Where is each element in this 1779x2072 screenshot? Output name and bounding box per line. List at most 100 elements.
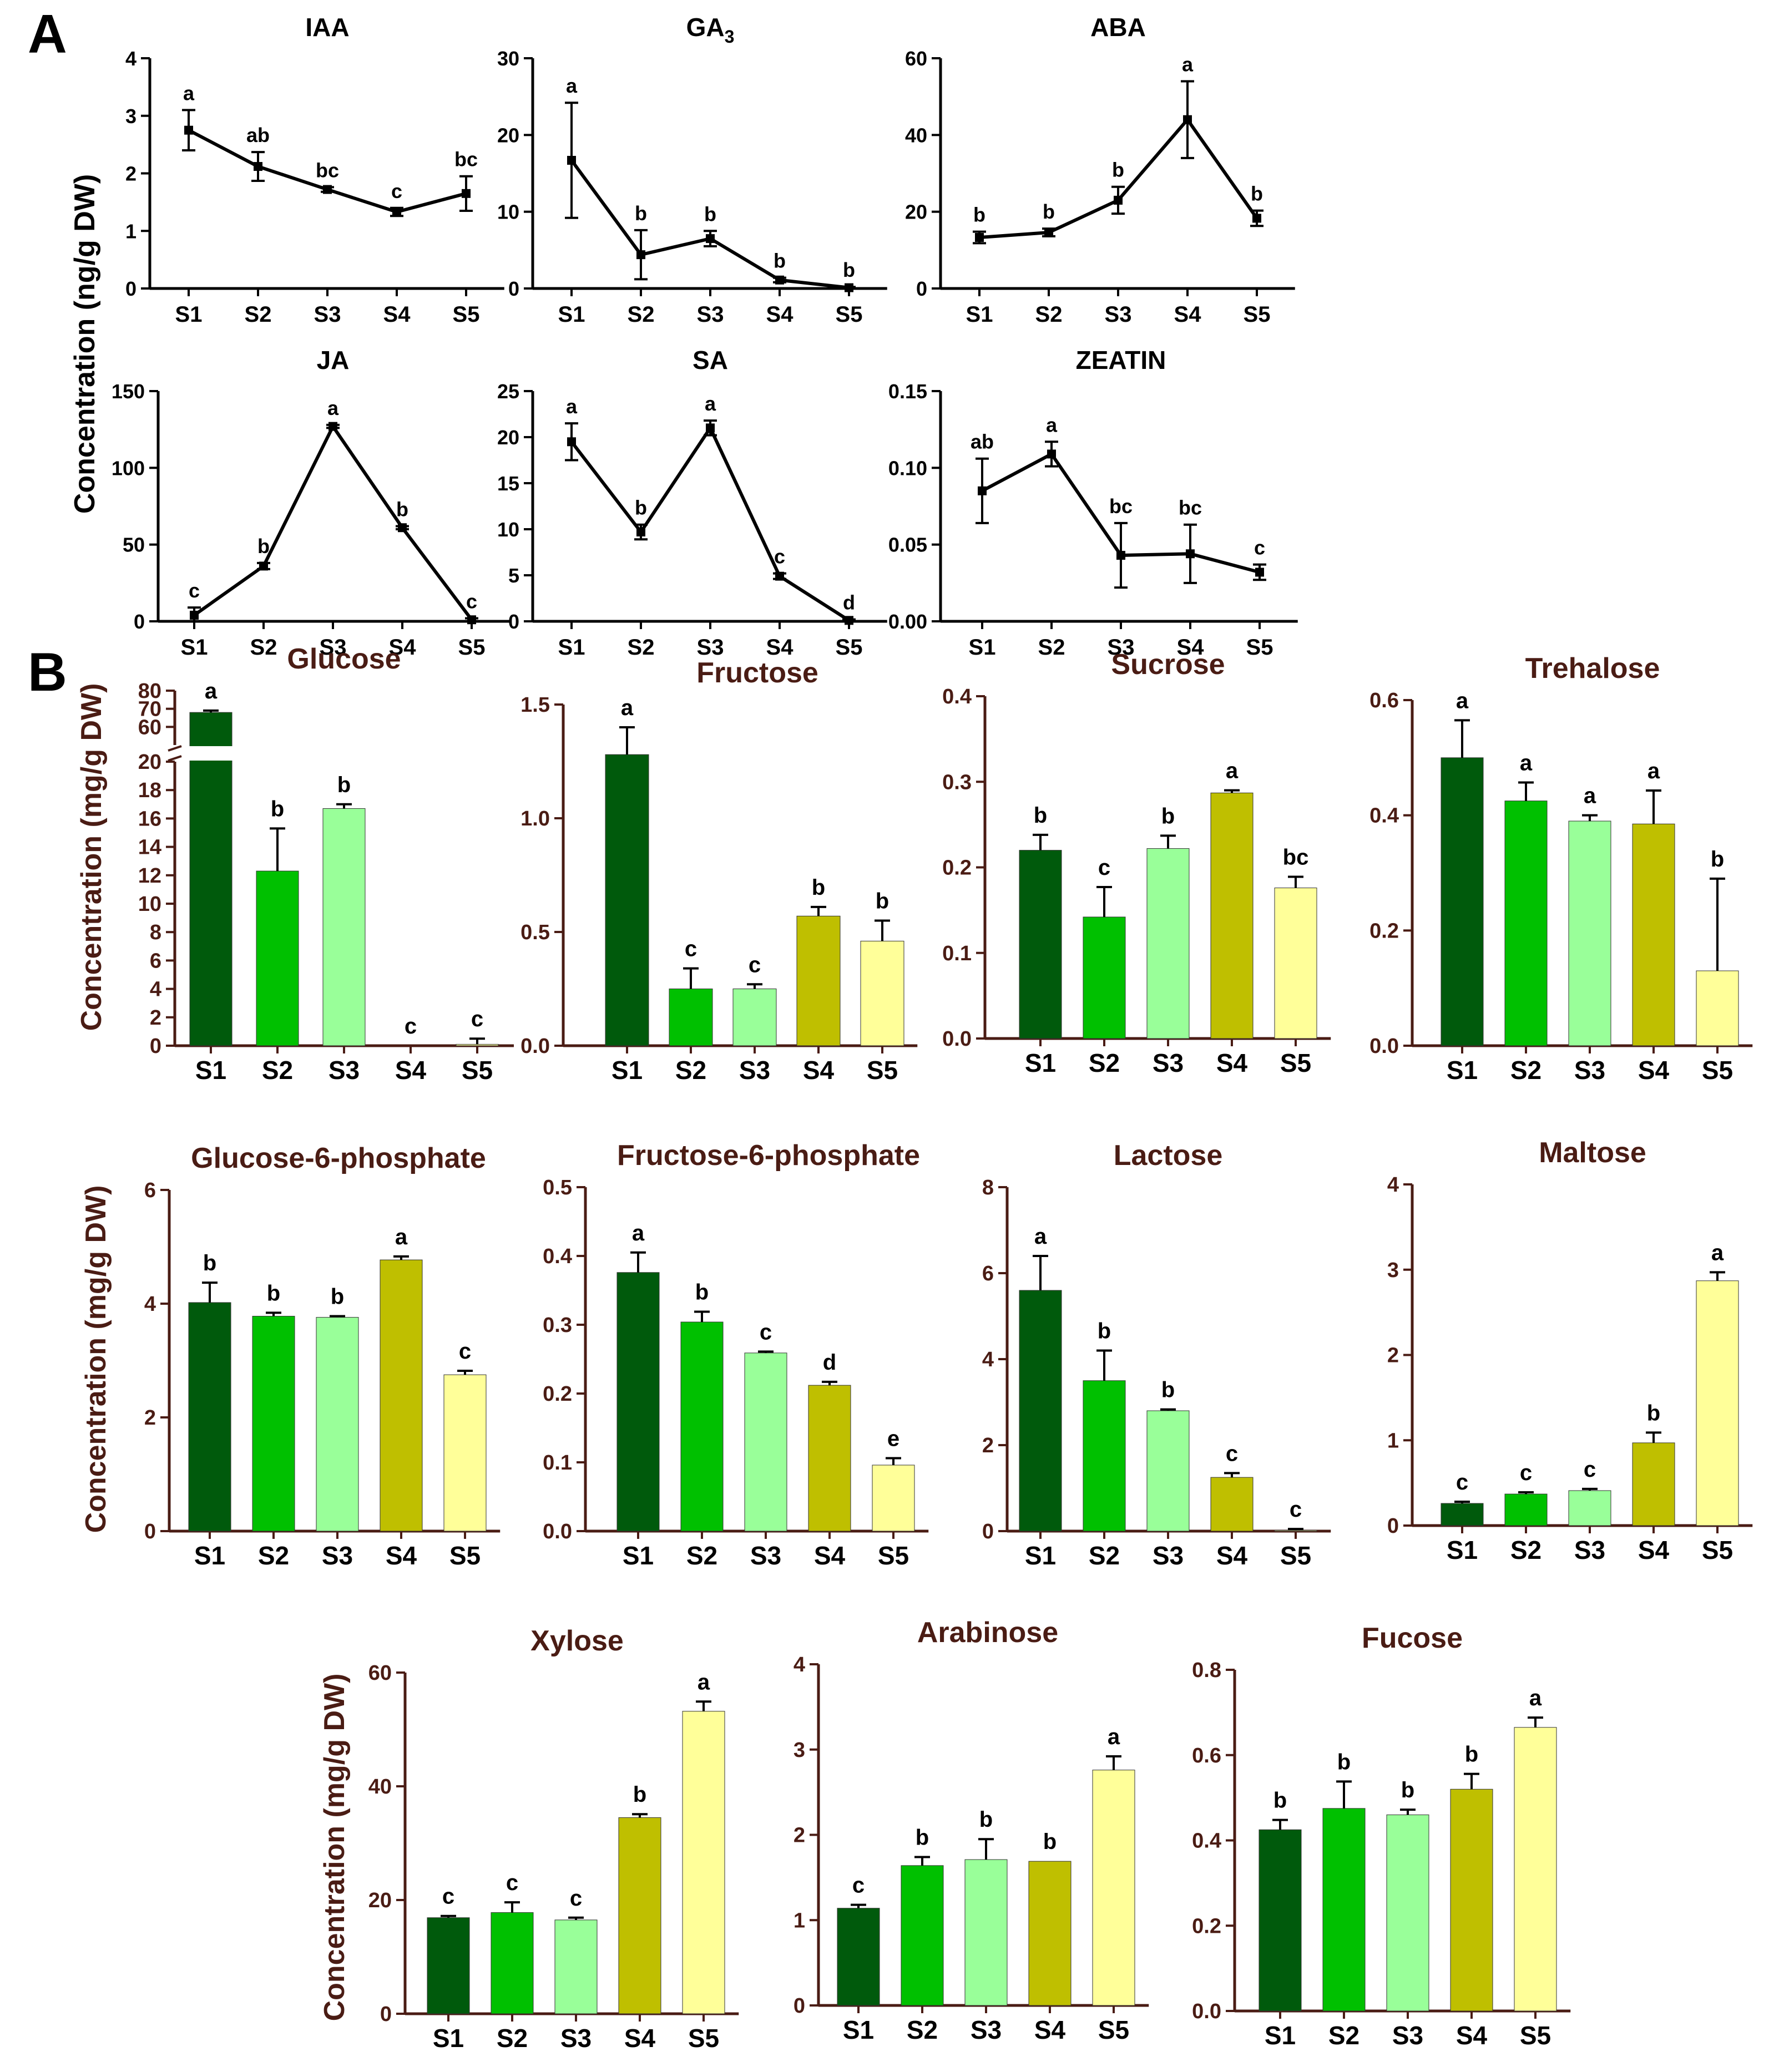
y-tick-label: 0.0 [1369, 1035, 1399, 1058]
data-point [1114, 195, 1123, 205]
y-tick-label: 0.10 [888, 457, 927, 479]
y-tick-label: 0.3 [543, 1314, 572, 1337]
chart-title: Trehalose [1525, 652, 1660, 685]
y-tick-label: 0.4 [942, 685, 972, 708]
bar [443, 1374, 487, 1532]
y-tick-label: 20 [497, 124, 519, 146]
bar [456, 1043, 499, 1046]
data-point [1186, 549, 1195, 559]
significance-letter: c [405, 1014, 417, 1038]
significance-letter: a [621, 696, 634, 720]
y-tick-label: 70 [138, 698, 161, 721]
x-tick-label: S2 [907, 2015, 938, 2044]
y-tick-label: 18 [138, 779, 161, 802]
y-tick-label: 15 [497, 472, 519, 495]
y-tick-label: 4 [150, 978, 161, 1001]
y-tick-label: 0.4 [1369, 804, 1399, 828]
x-tick-label: S5 [1280, 1541, 1311, 1570]
significance-letter: b [774, 250, 786, 272]
significance-letter: b [916, 1825, 929, 1850]
significance-letter: bc [1179, 497, 1202, 519]
y-tick-label: 0.2 [942, 857, 972, 880]
y-tick-label: 4 [144, 1293, 156, 1316]
significance-letter: c [1520, 1461, 1532, 1485]
significance-letter: a [1456, 688, 1469, 713]
bar [605, 754, 649, 1046]
significance-letter: c [852, 1873, 865, 1898]
y-tick-label: 4 [125, 47, 137, 70]
y-tick-label: 60 [138, 716, 161, 739]
x-tick-label: S4 [1456, 2021, 1488, 2050]
bar [1441, 757, 1484, 1046]
chart-title: SA [693, 346, 728, 374]
bar [964, 1859, 1008, 2006]
x-tick-label: S4 [766, 302, 794, 327]
chart-title: Fucose [1362, 1622, 1463, 1654]
significance-letter: c [471, 1007, 483, 1031]
y-tick-label: 2 [150, 1006, 161, 1030]
bar [322, 808, 366, 1046]
bar [427, 1917, 470, 2014]
chart-title: Fructose-6-phosphate [617, 1139, 920, 1172]
y-tick-label: 10 [497, 518, 519, 541]
data-point [975, 233, 984, 242]
significance-letter: e [887, 1427, 899, 1451]
series-line [193, 423, 473, 621]
data-point [978, 486, 987, 495]
significance-letter: b [876, 889, 889, 914]
x-tick-label: S3 [1105, 302, 1132, 327]
chart-f6p: Fructose-6-phosphate 0.0 0.1 0.2 0.3 0.4 0.5 S1… [543, 1139, 929, 1570]
y-tick-label: 2 [1387, 1344, 1399, 1367]
x-tick-label: S4 [383, 302, 411, 327]
data-point [567, 437, 576, 447]
chart-title: JA [317, 346, 350, 374]
significance-letter: a [1520, 751, 1533, 775]
bar [1210, 1477, 1254, 1532]
y-tick-label: 2 [794, 1824, 805, 1847]
bar-break-gap [188, 746, 234, 761]
significance-letter: c [749, 953, 761, 977]
significance-letter: c [466, 590, 477, 612]
bar [1083, 916, 1126, 1039]
y-tick-label: 1 [1387, 1429, 1399, 1452]
significance-letter: b [396, 498, 408, 520]
x-tick-label: S5 [878, 1541, 909, 1570]
chart-ja: JA 0 50 100 150 S1 S2 S3 S4 S5 c b a b c [112, 346, 510, 660]
chart-sa: SA 0 5 10 15 20 25 S1 S2 S3 S4 S5 a b a c d [497, 346, 887, 660]
x-tick-label: S2 [1328, 2021, 1359, 2050]
chart-title-subscript: 3 [725, 27, 735, 47]
significance-letter: b [1112, 159, 1124, 181]
significance-letter: a [1182, 53, 1194, 76]
x-tick-label: S2 [675, 1056, 706, 1085]
bar [1019, 850, 1062, 1039]
significance-letter: c [1098, 855, 1110, 880]
significance-letter: a [205, 679, 218, 703]
x-tick-label: S3 [971, 2015, 1002, 2044]
y-tick-label: 3 [1387, 1259, 1399, 1282]
chart-title: GA3 [686, 13, 735, 47]
data-point [254, 162, 262, 171]
bar [1092, 1770, 1135, 2006]
data-point [398, 523, 407, 533]
chart-lactose: Lactose 0 2 4 6 8 S1 S2 S3 S4 S5 a b b c c [982, 1139, 1331, 1570]
bar [1568, 1490, 1611, 1526]
significance-letter: b [337, 773, 351, 797]
chart-title: Fructose [696, 657, 818, 689]
significance-letter: b [704, 202, 716, 225]
significance-letter: b [979, 1807, 993, 1832]
x-tick-label: S5 [462, 1056, 493, 1085]
chart-title: Maltose [1539, 1137, 1646, 1169]
x-tick-label: S2 [1089, 1541, 1120, 1570]
y-tick-label: 10 [497, 201, 519, 224]
bar [1450, 1789, 1493, 2012]
x-tick-label: S5 [1246, 635, 1273, 660]
x-tick-label: S3 [1153, 1048, 1184, 1077]
significance-letter: b [812, 875, 825, 900]
x-tick-label: S5 [449, 1541, 481, 1570]
chart-aba: ABA 0 20 40 60 S1 S2 S3 S4 S5 b b b a b [905, 13, 1295, 327]
y-tick-label: 0.6 [1192, 1744, 1221, 1767]
data-point [323, 185, 332, 194]
data-point [1255, 568, 1264, 577]
significance-letter: a [1529, 1686, 1542, 1710]
bar [901, 1865, 944, 2006]
